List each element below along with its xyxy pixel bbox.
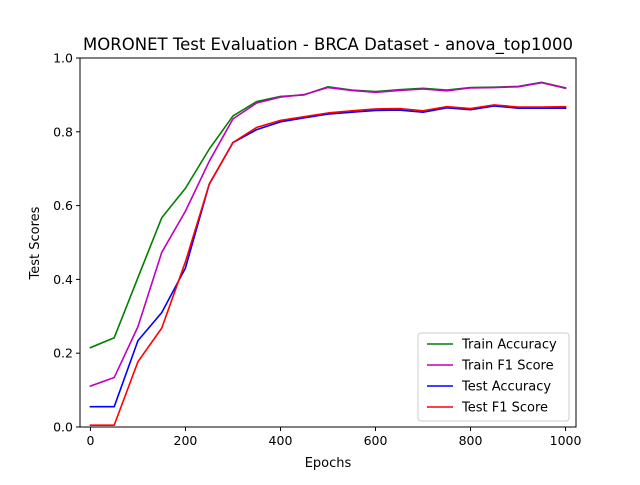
series-line-test-f1-score — [89, 104, 567, 426]
x-tick-label: 0 — [86, 433, 94, 448]
y-axis-label: Test Scores — [28, 206, 43, 280]
legend-label-test-f1-score: Test F1 Score — [461, 401, 548, 416]
legend-box — [417, 332, 570, 422]
legend-label-train-f1-score: Train F1 Score — [461, 359, 554, 374]
legend-label-train-accuracy: Train Accuracy — [461, 338, 557, 353]
legend: Train Accuracy Train F1 Score Test Accurac… — [417, 332, 570, 422]
y-tick-label: 1.0 — [53, 51, 73, 66]
y-tick-label: 0.4 — [53, 272, 73, 287]
y-tick-label: 0.2 — [53, 346, 73, 361]
chart-title: MORONET Test Evaluation - BRCA Dataset -… — [83, 35, 573, 55]
x-tick-label: 200 — [174, 433, 198, 448]
plot-series — [89, 81, 567, 426]
x-tick-label: 1000 — [550, 433, 582, 448]
y-tick-label: 0.6 — [53, 198, 73, 213]
plot-frame — [79, 57, 577, 428]
legend-label-test-accuracy: Test Accuracy — [461, 380, 551, 395]
x-tick-label: 600 — [364, 433, 388, 448]
x-axis-label: Epochs — [305, 456, 352, 471]
series-line-train-f1-score — [89, 81, 567, 388]
axis-ticks: 0 200 400 600 800 1000 0.0 0.2 0.4 0.6 0.8 1.0 — [53, 51, 581, 449]
y-tick-label: 0.0 — [53, 420, 73, 435]
y-tick-label: 0.8 — [53, 124, 73, 139]
x-tick-label: 800 — [459, 433, 483, 448]
series-line-test-accuracy — [89, 105, 567, 408]
x-tick-label: 400 — [269, 433, 293, 448]
